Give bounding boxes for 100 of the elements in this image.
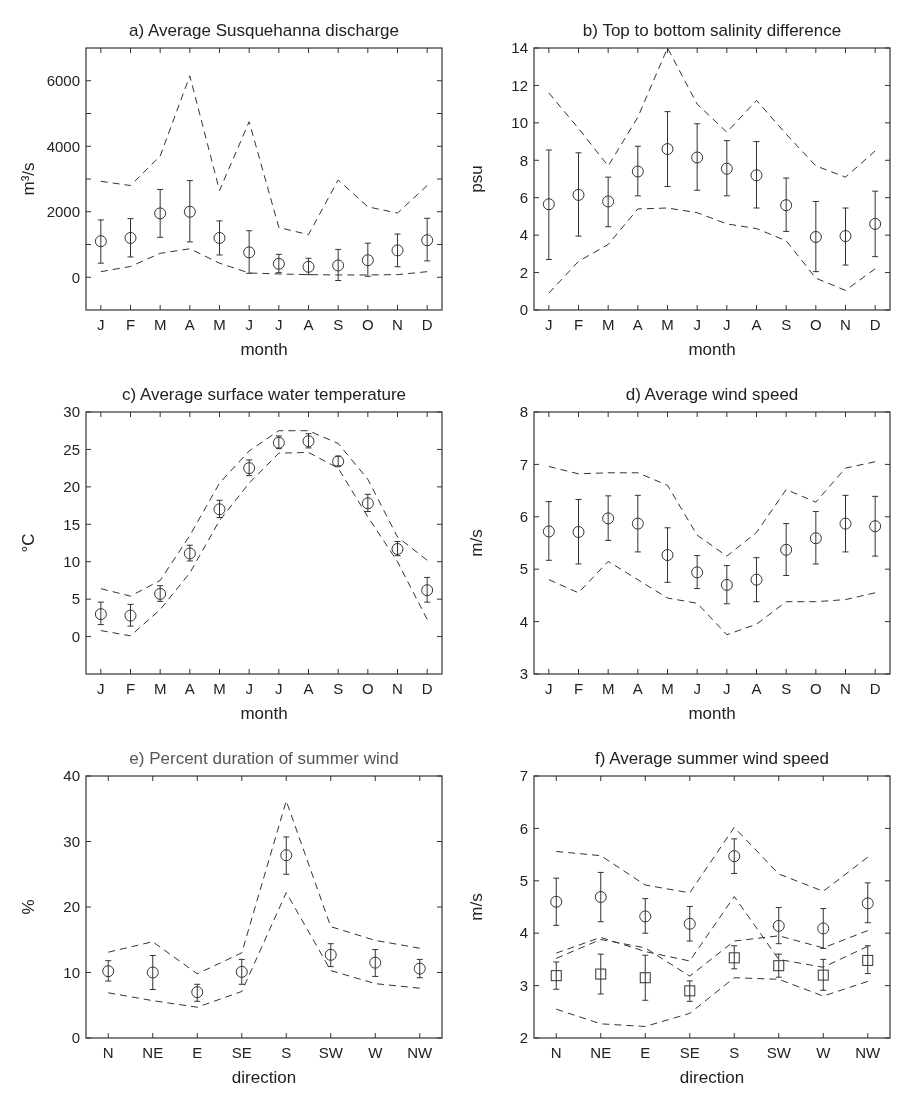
y-tick-label: 14 — [511, 39, 528, 57]
y-axis-title: psu — [467, 165, 486, 193]
x-tick-label: D — [869, 316, 881, 333]
x-tick-label: A — [184, 680, 195, 697]
x-tick-label: SW — [318, 1044, 344, 1061]
y-tick-label: 0 — [519, 301, 528, 319]
point — [124, 231, 137, 244]
x-axis-title: direction — [679, 1068, 745, 1087]
line-series — [548, 207, 876, 294]
y-tick-label: 2 — [519, 1029, 528, 1047]
x-axis-title: month — [240, 340, 288, 359]
point — [213, 503, 226, 516]
x-tick-label: NE — [590, 1044, 612, 1061]
x-tick-label: N — [102, 1044, 114, 1061]
chart-title: c) Average surface water temperature — [121, 385, 407, 404]
x-tick-label: W — [368, 1044, 384, 1061]
point — [691, 151, 704, 164]
point — [94, 608, 107, 621]
y-tick-label: 2000 — [46, 203, 80, 220]
x-tick-label: E — [192, 1044, 203, 1061]
point — [369, 956, 382, 969]
x-tick-label: D — [869, 680, 881, 697]
y-tick-label: 10 — [511, 114, 528, 132]
line-series — [100, 75, 428, 236]
point — [869, 217, 882, 230]
point — [639, 972, 651, 984]
y-tick-label: 20 — [63, 898, 80, 916]
point — [94, 235, 107, 248]
point — [280, 849, 293, 862]
point — [572, 526, 585, 538]
x-tick-label: M — [661, 316, 674, 333]
x-tick-label: SE — [231, 1044, 252, 1061]
y-tick-label: 7 — [519, 767, 528, 785]
x-tick-label: J — [97, 680, 105, 697]
x-tick-label: S — [781, 680, 792, 697]
point — [391, 244, 404, 257]
y-tick-label: 6000 — [46, 72, 80, 89]
x-tick-label: O — [810, 316, 822, 333]
x-tick-label: E — [640, 1044, 651, 1061]
line-series — [555, 977, 869, 1027]
x-tick-label: N — [392, 316, 403, 333]
point — [684, 985, 696, 997]
point — [146, 966, 159, 979]
point — [661, 549, 674, 562]
point — [361, 497, 374, 510]
x-axis-title: month — [688, 340, 736, 359]
y-tick-label: 8 — [519, 403, 528, 421]
x-tick-label: A — [184, 316, 195, 333]
point — [780, 543, 793, 556]
point — [780, 199, 793, 212]
point — [817, 922, 830, 935]
point — [809, 231, 822, 244]
x-tick-label: N — [392, 680, 403, 697]
point — [602, 512, 615, 525]
point — [809, 532, 822, 545]
y-tick-label: 4 — [519, 226, 528, 244]
y-tick-label: 20 — [63, 478, 80, 496]
point — [421, 584, 434, 597]
x-tick-label: N — [840, 680, 851, 697]
y-tick-label: 5 — [519, 872, 528, 890]
x-tick-label: A — [303, 680, 314, 697]
point — [869, 520, 882, 533]
point — [817, 969, 829, 981]
chart-title: d) Average wind speed — [625, 385, 799, 404]
point — [542, 198, 555, 211]
point — [728, 850, 741, 863]
x-tick-label: N — [550, 1044, 562, 1061]
chart-title: a) Average Susquehanna discharge — [129, 21, 399, 40]
point — [639, 910, 652, 923]
x-tick-label: S — [333, 316, 344, 333]
x-tick-label: J — [545, 680, 553, 697]
y-tick-label: 30 — [63, 832, 80, 850]
point — [272, 257, 285, 270]
y-tick-label: 10 — [63, 963, 80, 981]
line-series — [107, 892, 421, 1008]
line-series — [107, 800, 421, 975]
x-tick-label: J — [693, 316, 701, 333]
point — [550, 895, 563, 908]
x-tick-label: D — [421, 680, 433, 697]
x-tick-label: M — [213, 316, 226, 333]
x-tick-label: NE — [142, 1044, 164, 1061]
point — [772, 919, 785, 932]
y-tick-label: 4000 — [46, 137, 80, 155]
point — [683, 917, 696, 930]
x-tick-label: O — [362, 316, 374, 333]
y-tick-label: 6 — [519, 508, 528, 526]
x-tick-label: M — [601, 680, 615, 697]
point — [691, 566, 704, 579]
x-tick-label: M — [661, 680, 674, 697]
y-tick-label: 5 — [519, 560, 528, 578]
chart-title: e) Percent duration of summer wind — [129, 749, 399, 768]
point — [154, 207, 167, 220]
x-tick-label: O — [362, 680, 374, 697]
y-tick-label: 0 — [71, 1029, 80, 1047]
x-tick-label: J — [275, 680, 283, 697]
point — [324, 948, 337, 961]
point — [213, 231, 226, 244]
point — [720, 578, 733, 591]
point — [602, 195, 615, 208]
point — [861, 897, 874, 910]
